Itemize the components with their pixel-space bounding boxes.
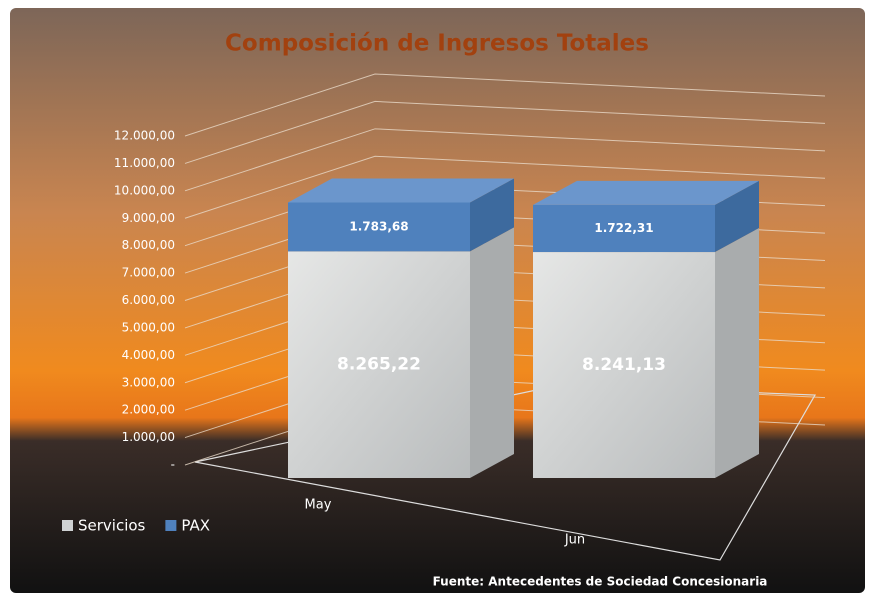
bar-side [715,228,759,478]
bar-top [533,180,759,205]
y-tick-label: 3.000,00 [122,375,175,389]
bar [533,204,715,253]
legend-label: PAX [181,517,210,535]
y-tick-label: 8.000,00 [122,238,175,252]
y-tick-label: 1.000,00 [122,430,175,444]
y-tick-label: 2.000,00 [122,403,175,417]
data-label: 8.241,13 [582,355,666,375]
legend-swatch [165,520,177,531]
y-tick-label: 12.000,00 [114,129,175,143]
source-note: Fuente: Antecedentes de Sociedad Concesi… [433,575,768,589]
y-tick-label: 7.000,00 [122,266,175,280]
legend-swatch [62,520,73,531]
grid-line [184,155,826,219]
y-tick-label: 9.000,00 [122,211,175,225]
y-tick-label: 11.000,00 [114,156,175,170]
grid-line [184,128,826,192]
y-tick-label: - [171,458,175,472]
data-label: 1.783,68 [349,219,408,233]
bar-top [288,178,514,203]
bar [288,251,470,478]
y-tick-label: 10.000,00 [114,183,175,197]
grid-line [184,100,826,164]
x-tick-label: Jun [564,533,585,548]
legend-label: Servicios [78,517,146,535]
bar [288,202,470,252]
y-tick-label: 6.000,00 [122,293,175,307]
bar [533,252,715,478]
bar-side [470,178,514,252]
y-tick-label: 5.000,00 [122,320,175,334]
grid-line [184,73,826,137]
x-tick-label: May [305,498,332,513]
chart-title: Composición de Ingresos Totales [225,31,649,57]
data-label: 1.722,31 [594,221,653,235]
bar-side [715,180,759,253]
y-tick-label: 4.000,00 [122,348,175,362]
data-label: 8.265,22 [337,355,421,375]
bar-side [470,227,514,478]
